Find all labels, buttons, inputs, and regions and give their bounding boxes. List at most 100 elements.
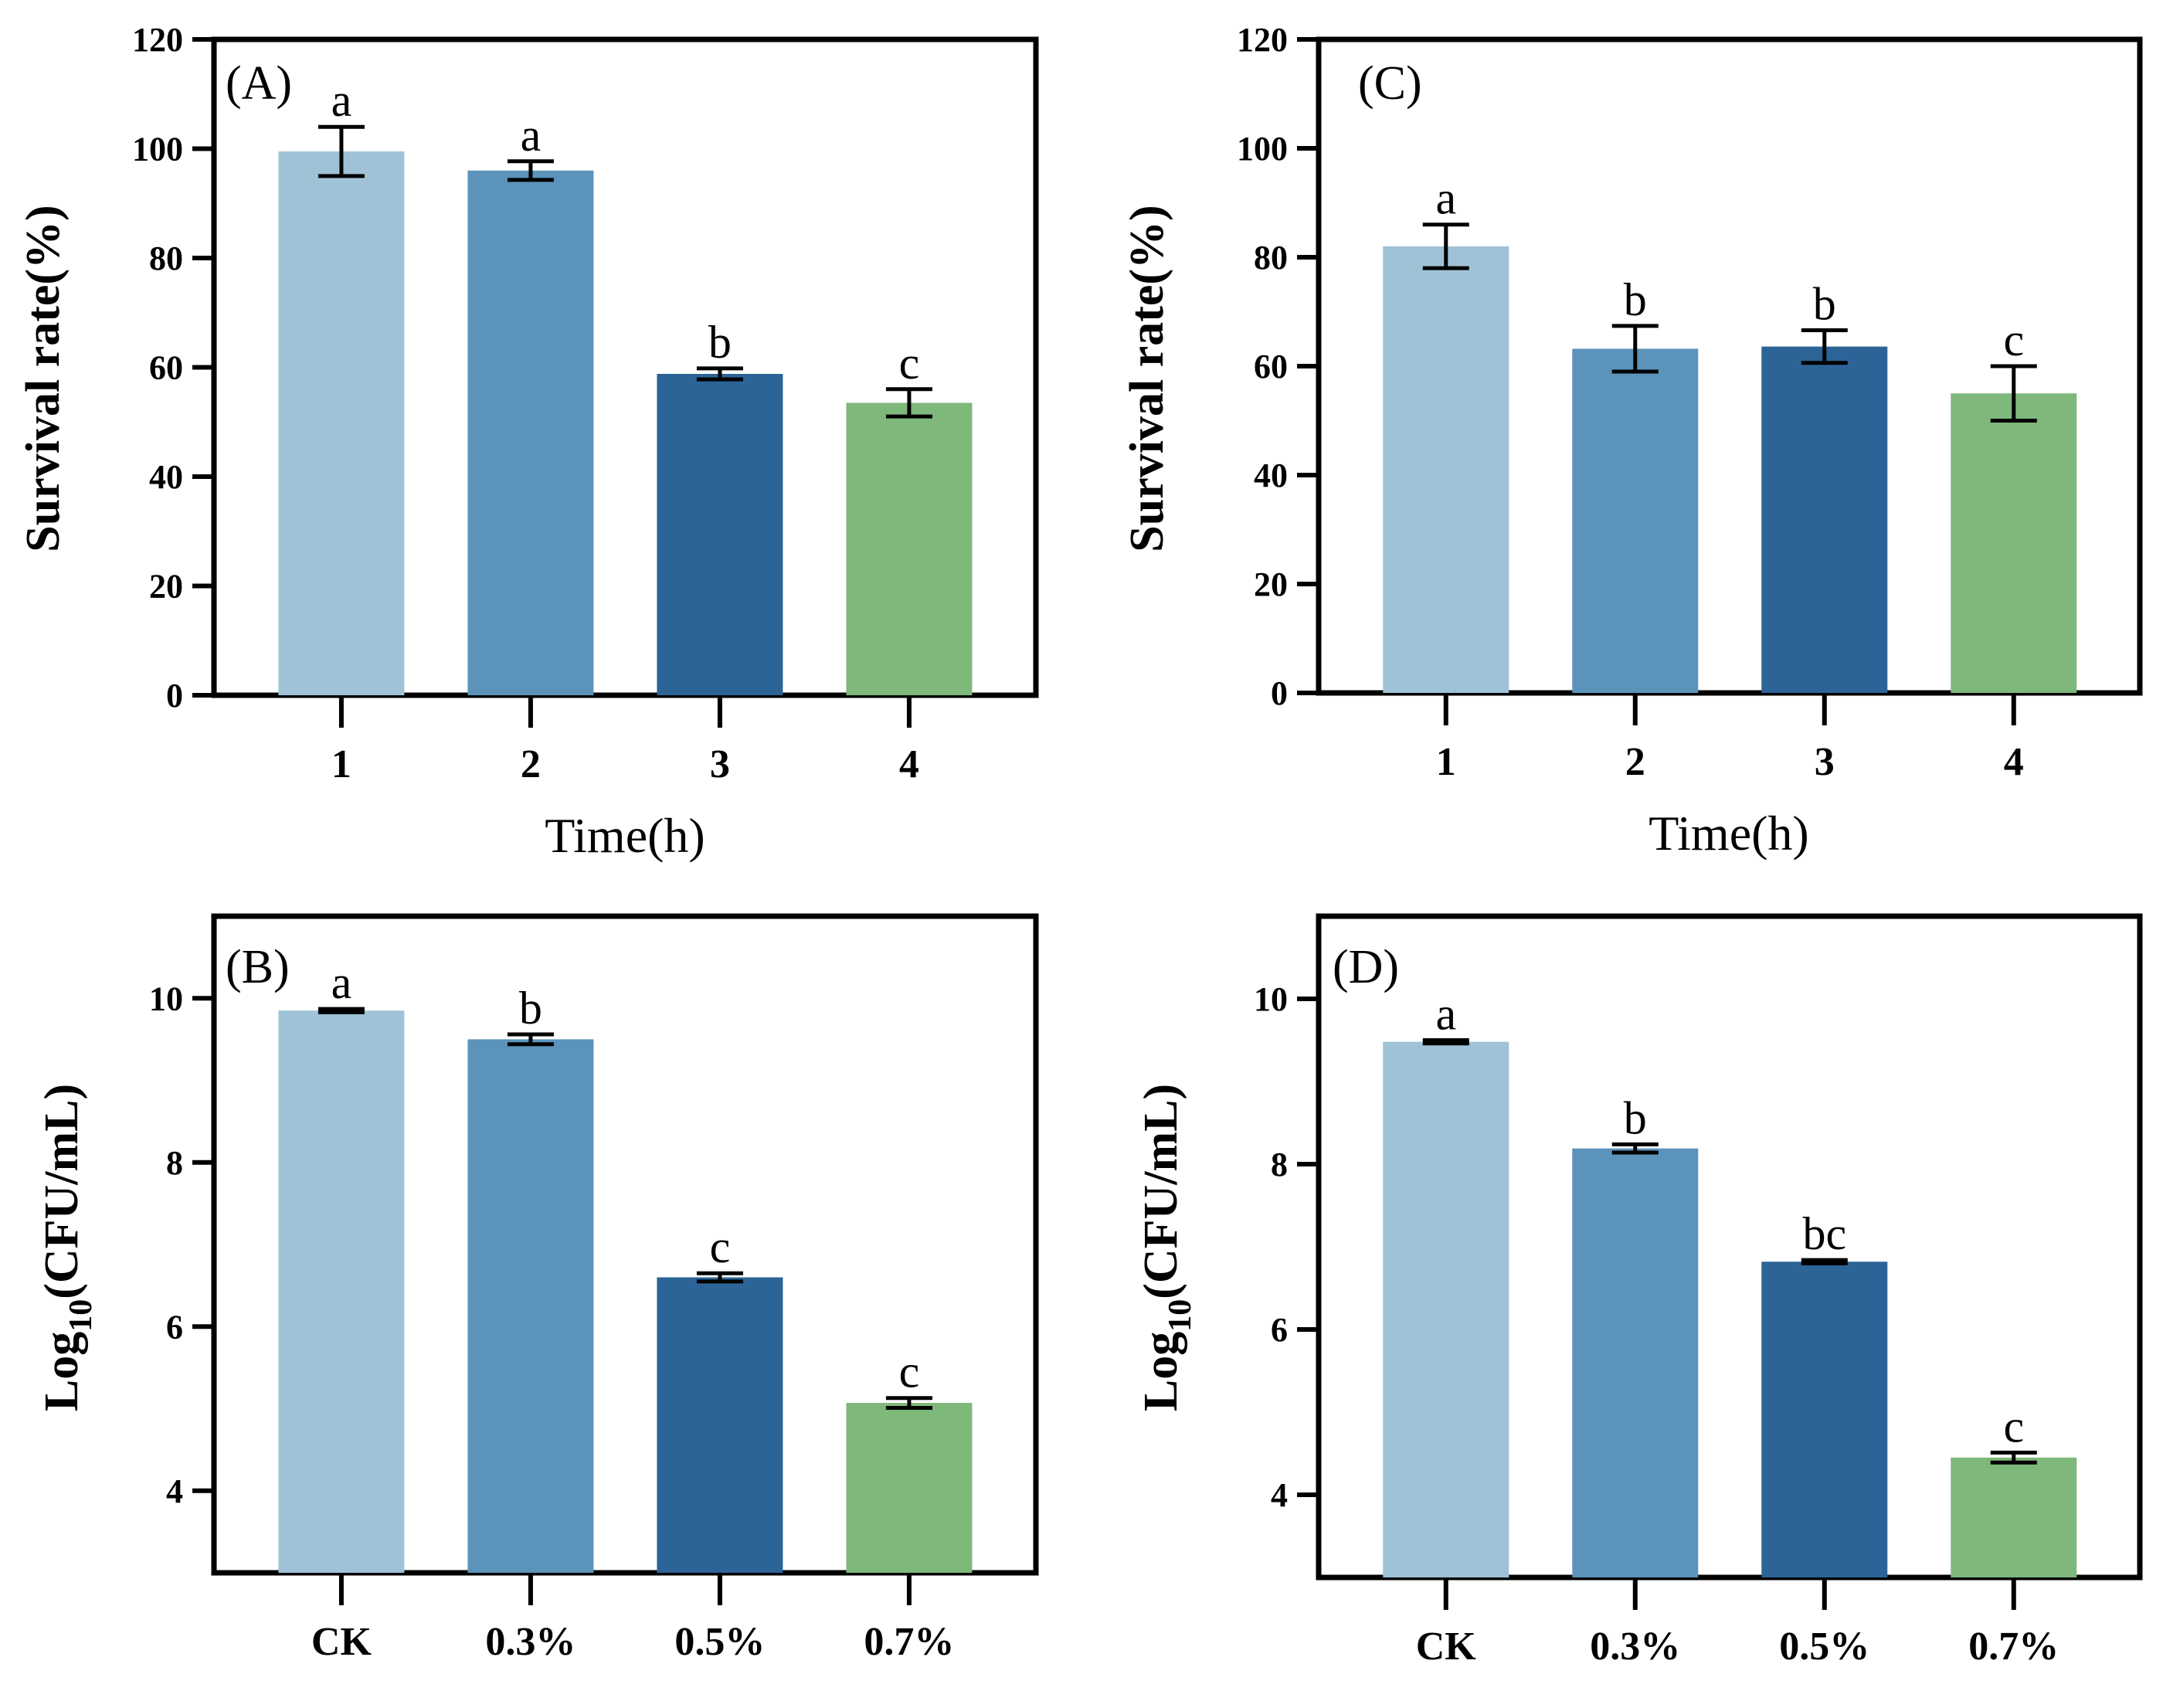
panel-d-x-ticks: CK 0.3% 0.5% 0.7% [1416, 1577, 2059, 1669]
panel-c-sig-letter-2: b [1624, 274, 1647, 325]
panel-d-y-tick-label-3: 8 [1271, 1146, 1288, 1183]
panel-c-y-tick-label-4: 60 [1254, 348, 1288, 385]
panel-d-x-tick-label-1: CK [1416, 1625, 1477, 1669]
panel-c-y-tick-label-7: 120 [1237, 21, 1288, 59]
panel-c-y-tick-label-1: 0 [1271, 674, 1288, 712]
panel-a-y-tick-label-6: 100 [132, 131, 183, 168]
panel-b-y-tick-label-1: 4 [166, 1472, 183, 1510]
panel-d-x-tick-label-3: 0.5% [1779, 1625, 1869, 1669]
panel-d-error-bars [1422, 1038, 2037, 1465]
panel-a-sig-letter-4: c [899, 338, 920, 389]
panel-a-y-tick-label-3: 40 [149, 458, 183, 496]
panel-b-significance-letters: a b c c [331, 957, 920, 1397]
panel-b-y-ticks: 4 6 8 10 [149, 980, 214, 1510]
panel-c-x-tick-label-2: 2 [1625, 740, 1645, 784]
panel-d-y-ticks: 4 6 8 10 [1254, 980, 1319, 1514]
panel-c-x-tick-label-3: 3 [1815, 740, 1835, 784]
panel-d-y-tick-label-2: 6 [1271, 1311, 1288, 1349]
panel-d-significance-letters: a b bc c [1435, 989, 2024, 1452]
panel-b-y-tick-label-2: 6 [166, 1308, 183, 1346]
panel-d-x-tick-label-4: 0.7% [1968, 1625, 2059, 1669]
panel-d-sig-letter-2: b [1624, 1092, 1647, 1143]
panel-d-y-axis-label-base: Log [1135, 1332, 1187, 1411]
panel-c-sig-letter-3: b [1813, 278, 1836, 329]
panel-d-error-bar-3 [1801, 1258, 1848, 1265]
panel-c-sig-letter-4: c [2003, 314, 2024, 365]
panel-a: a a b c 0 20 40 60 80 100 120 1 2 3 4 (A) Survival r… [17, 21, 1039, 863]
panel-c-x-ticks: 1 2 3 4 [1436, 693, 2024, 784]
panel-c-bar-4 [1951, 393, 2077, 693]
panel-c-error-bar-3 [1801, 328, 1848, 365]
panel-b-bar-1 [278, 1010, 405, 1573]
panel-c-error-bar-2 [1611, 324, 1659, 374]
panel-b-bar-4 [846, 1403, 973, 1573]
panel-c-significance-letters: a b b c [1435, 173, 2024, 365]
panel-a-error-bar-3 [696, 366, 743, 382]
panel-a-y-tick-label-1: 0 [166, 677, 183, 715]
panel-b-error-bar-1 [317, 1007, 365, 1014]
panel-b-error-bar-4 [885, 1396, 932, 1410]
panel-b-x-tick-label-1: CK [311, 1620, 372, 1664]
panel-c-sig-letter-1: a [1435, 173, 1456, 224]
panel-b-bar-2 [467, 1039, 594, 1573]
panel-c-y-tick-label-2: 20 [1254, 565, 1288, 603]
panel-d-sig-letter-4: c [2003, 1401, 2024, 1452]
panel-b-y-axis-label: Log10(CFU/mL) [36, 1084, 99, 1411]
panel-d-x-tick-label-2: 0.3% [1590, 1625, 1680, 1669]
panel-b-bar-3 [657, 1277, 783, 1573]
panel-d-sig-letter-3: bc [1802, 1208, 1846, 1259]
panel-b-y-tick-label-3: 8 [166, 1144, 183, 1182]
panel-c: a b b c 0 20 40 60 80 100 120 1 2 3 4 (C) Survival r… [1121, 21, 2143, 861]
panel-c-bar-3 [1761, 346, 1888, 693]
panel-d-bar-4 [1951, 1457, 2077, 1577]
panel-a-bar-3 [657, 373, 783, 695]
panel-a-y-ticks: 0 20 40 60 80 100 120 [132, 21, 214, 715]
panel-a-x-tick-label-2: 2 [521, 742, 541, 786]
panel-b-sig-letter-4: c [899, 1346, 920, 1397]
panel-a-error-bar-4 [885, 387, 932, 419]
panel-c-error-bars [1422, 222, 2037, 423]
panel-a-bar-4 [846, 402, 973, 695]
panel-d-y-axis-label-subscript: 10 [1163, 1299, 1198, 1332]
panel-c-x-axis-label: Time(h) [1649, 806, 1808, 861]
panel-d-bars [1383, 1041, 2077, 1577]
panel-b-x-tick-label-3: 0.5% [674, 1620, 765, 1664]
panel-b-error-bars [317, 1007, 932, 1410]
panel-a-x-tick-label-4: 4 [899, 742, 919, 786]
panel-a-bar-1 [278, 151, 405, 696]
panel-b-sig-letter-2: b [519, 983, 542, 1034]
panel-a-x-axis-label: Time(h) [545, 808, 705, 863]
panel-a-tag: (A) [226, 57, 292, 110]
panel-c-bar-2 [1572, 348, 1699, 693]
panel-b-frame [211, 913, 1039, 1576]
panel-d-frame [1316, 913, 2143, 1581]
panel-b-sig-letter-1: a [331, 957, 352, 1008]
panel-a-y-tick-label-4: 60 [149, 349, 183, 387]
panel-c-y-tick-label-5: 80 [1254, 239, 1288, 277]
panel-c-x-tick-label-4: 4 [2004, 740, 2024, 784]
panel-d-y-axis-label-unit: (CFU/mL) [1135, 1084, 1187, 1299]
panel-a-x-ticks: 1 2 3 4 [331, 695, 919, 786]
panel-a-y-axis-label: Survival rate(%) [17, 205, 70, 552]
panel-c-y-axis-label: Survival rate(%) [1121, 205, 1173, 552]
panel-d-y-tick-label-1: 4 [1271, 1476, 1288, 1514]
panel-b-y-axis-label-unit: (CFU/mL) [36, 1084, 88, 1299]
panel-b-error-bar-2 [507, 1032, 554, 1047]
panel-d-error-bar-2 [1611, 1142, 1659, 1155]
panel-a-y-tick-label-5: 80 [149, 239, 183, 277]
panel-b-x-tick-label-2: 0.3% [485, 1620, 576, 1664]
panel-d-bar-2 [1572, 1148, 1699, 1577]
panel-c-bar-1 [1383, 246, 1509, 693]
panel-a-significance-letters: a a b c [331, 75, 920, 389]
panel-d-sig-letter-1: a [1435, 989, 1456, 1040]
panel-c-error-bar-1 [1422, 222, 1469, 270]
panel-c-bars [1383, 246, 2077, 693]
panel-a-bars [278, 151, 973, 696]
panel-b-sig-letter-3: c [710, 1221, 731, 1272]
panel-b-y-axis-label-subscript: 10 [63, 1299, 99, 1332]
panel-c-y-tick-label-6: 100 [1237, 130, 1288, 168]
panel-c-x-tick-label-1: 1 [1436, 740, 1456, 784]
panel-d-error-bar-4 [1990, 1450, 2037, 1465]
